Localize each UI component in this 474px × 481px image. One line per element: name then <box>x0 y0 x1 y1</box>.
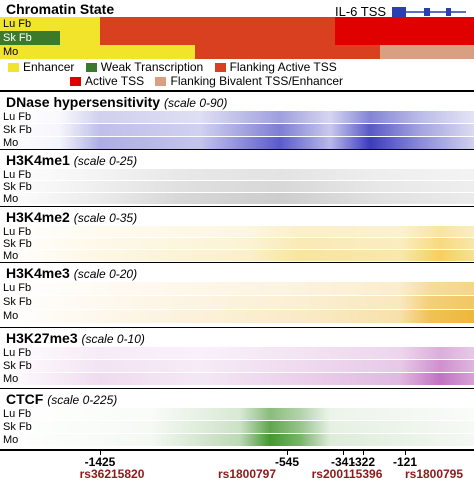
heat-row <box>0 373 474 385</box>
heat-row <box>0 421 474 433</box>
track-name: H3K27me3 <box>6 330 78 346</box>
tick-mark <box>343 449 344 455</box>
axis-line <box>0 449 474 451</box>
separator <box>0 206 474 207</box>
tick-label: -121 <box>392 455 418 469</box>
heat-row <box>0 434 474 446</box>
gene-icon <box>392 7 466 17</box>
row-label: Mo <box>3 250 19 262</box>
tick-mark <box>287 449 288 455</box>
heat-row <box>0 124 474 136</box>
separator <box>0 149 474 150</box>
track-title: H3K4me2 (scale 0-35) <box>6 209 137 226</box>
tick-label: -341 <box>330 455 356 469</box>
track-title: H3K4me1 (scale 0-25) <box>6 152 137 169</box>
heat-row <box>0 250 474 261</box>
row-label: Sk Fb <box>3 360 32 372</box>
row-label: Mo <box>3 434 19 446</box>
row-label: Mo <box>3 193 19 205</box>
track-scale: (scale 0-90) <box>163 96 228 110</box>
heat-row <box>0 111 474 123</box>
chromatin-row <box>0 31 474 45</box>
tick-mark <box>405 449 406 455</box>
track-scale: (scale 0-35) <box>73 211 138 225</box>
heat-row <box>0 238 474 249</box>
row-label: Lu Fb <box>3 347 32 359</box>
track-name: DNase hypersensitivity <box>6 94 161 110</box>
heat-row <box>0 137 474 149</box>
track-title: H3K4me3 (scale 0-20) <box>6 265 137 282</box>
legend-label: Active TSS <box>85 74 145 88</box>
legend: Active TSS Flanking Bivalent TSS/Enhance… <box>62 74 343 88</box>
row-label: Sk Fb <box>3 421 32 433</box>
row-label: Mo <box>3 46 19 58</box>
snp-label: rs200115396 <box>311 467 383 481</box>
row-label: Lu Fb <box>3 169 32 181</box>
heat-row <box>0 181 474 192</box>
heat-row <box>0 310 474 323</box>
track-title: CTCF (scale 0-225) <box>6 391 117 408</box>
track-name: CTCF <box>6 391 44 407</box>
heat-row <box>0 347 474 359</box>
track-name: H3K4me1 <box>6 152 70 168</box>
row-label: Sk Fb <box>3 296 32 308</box>
row-label: Mo <box>3 310 19 322</box>
row-label: Lu Fb <box>3 226 32 238</box>
row-label: Sk Fb <box>3 238 32 250</box>
track-name: H3K4me2 <box>6 209 70 225</box>
heat-row <box>0 296 474 309</box>
row-label: Sk Fb <box>3 32 32 44</box>
tick-label: -1425 <box>84 455 116 469</box>
row-label: Sk Fb <box>3 124 32 136</box>
separator <box>0 327 474 328</box>
heat-row <box>0 169 474 180</box>
snp-label: rs1800797 <box>217 467 277 481</box>
heat-row <box>0 360 474 372</box>
tick-label: -545 <box>274 455 300 469</box>
snp-label: rs1800795 <box>404 467 464 481</box>
legend-label: Enhancer <box>23 60 75 74</box>
legend-label: Flanking Active TSS <box>229 60 337 74</box>
section-title: Chromatin State <box>6 1 115 17</box>
track-scale: (scale 0-10) <box>81 332 145 346</box>
legend-label: Weak Transcription <box>100 60 204 74</box>
track-title: H3K27me3 (scale 0-10) <box>6 330 145 347</box>
separator <box>0 388 474 389</box>
snp-label: rs36215820 <box>79 467 145 481</box>
legend-label: Flanking Bivalent TSS/Enhancer <box>170 74 344 88</box>
tick-label: -322 <box>350 455 376 469</box>
track-scale: (scale 0-20) <box>73 267 138 281</box>
row-label: Sk Fb <box>3 181 32 193</box>
heat-row <box>0 193 474 204</box>
row-label: Mo <box>3 373 19 385</box>
row-label: Lu Fb <box>3 111 32 123</box>
track-title: DNase hypersensitivity (scale 0-90) <box>6 94 227 111</box>
separator <box>0 262 474 263</box>
tick-mark <box>363 449 364 455</box>
separator <box>0 90 474 92</box>
chromatin-row <box>0 17 474 31</box>
track-scale: (scale 0-225) <box>47 393 118 407</box>
row-label: Lu Fb <box>3 408 32 420</box>
row-label: Lu Fb <box>3 18 32 30</box>
chromatin-row <box>0 45 474 59</box>
heat-row <box>0 408 474 420</box>
track-name: H3K4me3 <box>6 265 70 281</box>
heat-row <box>0 226 474 237</box>
gene-label: IL-6 TSS <box>335 4 387 19</box>
track-scale: (scale 0-25) <box>73 154 138 168</box>
heat-row <box>0 282 474 295</box>
legend: Enhancer Weak Transcription Flanking Act… <box>0 60 337 74</box>
tick-mark <box>100 449 101 455</box>
row-label: Lu Fb <box>3 282 32 294</box>
row-label: Mo <box>3 137 19 149</box>
